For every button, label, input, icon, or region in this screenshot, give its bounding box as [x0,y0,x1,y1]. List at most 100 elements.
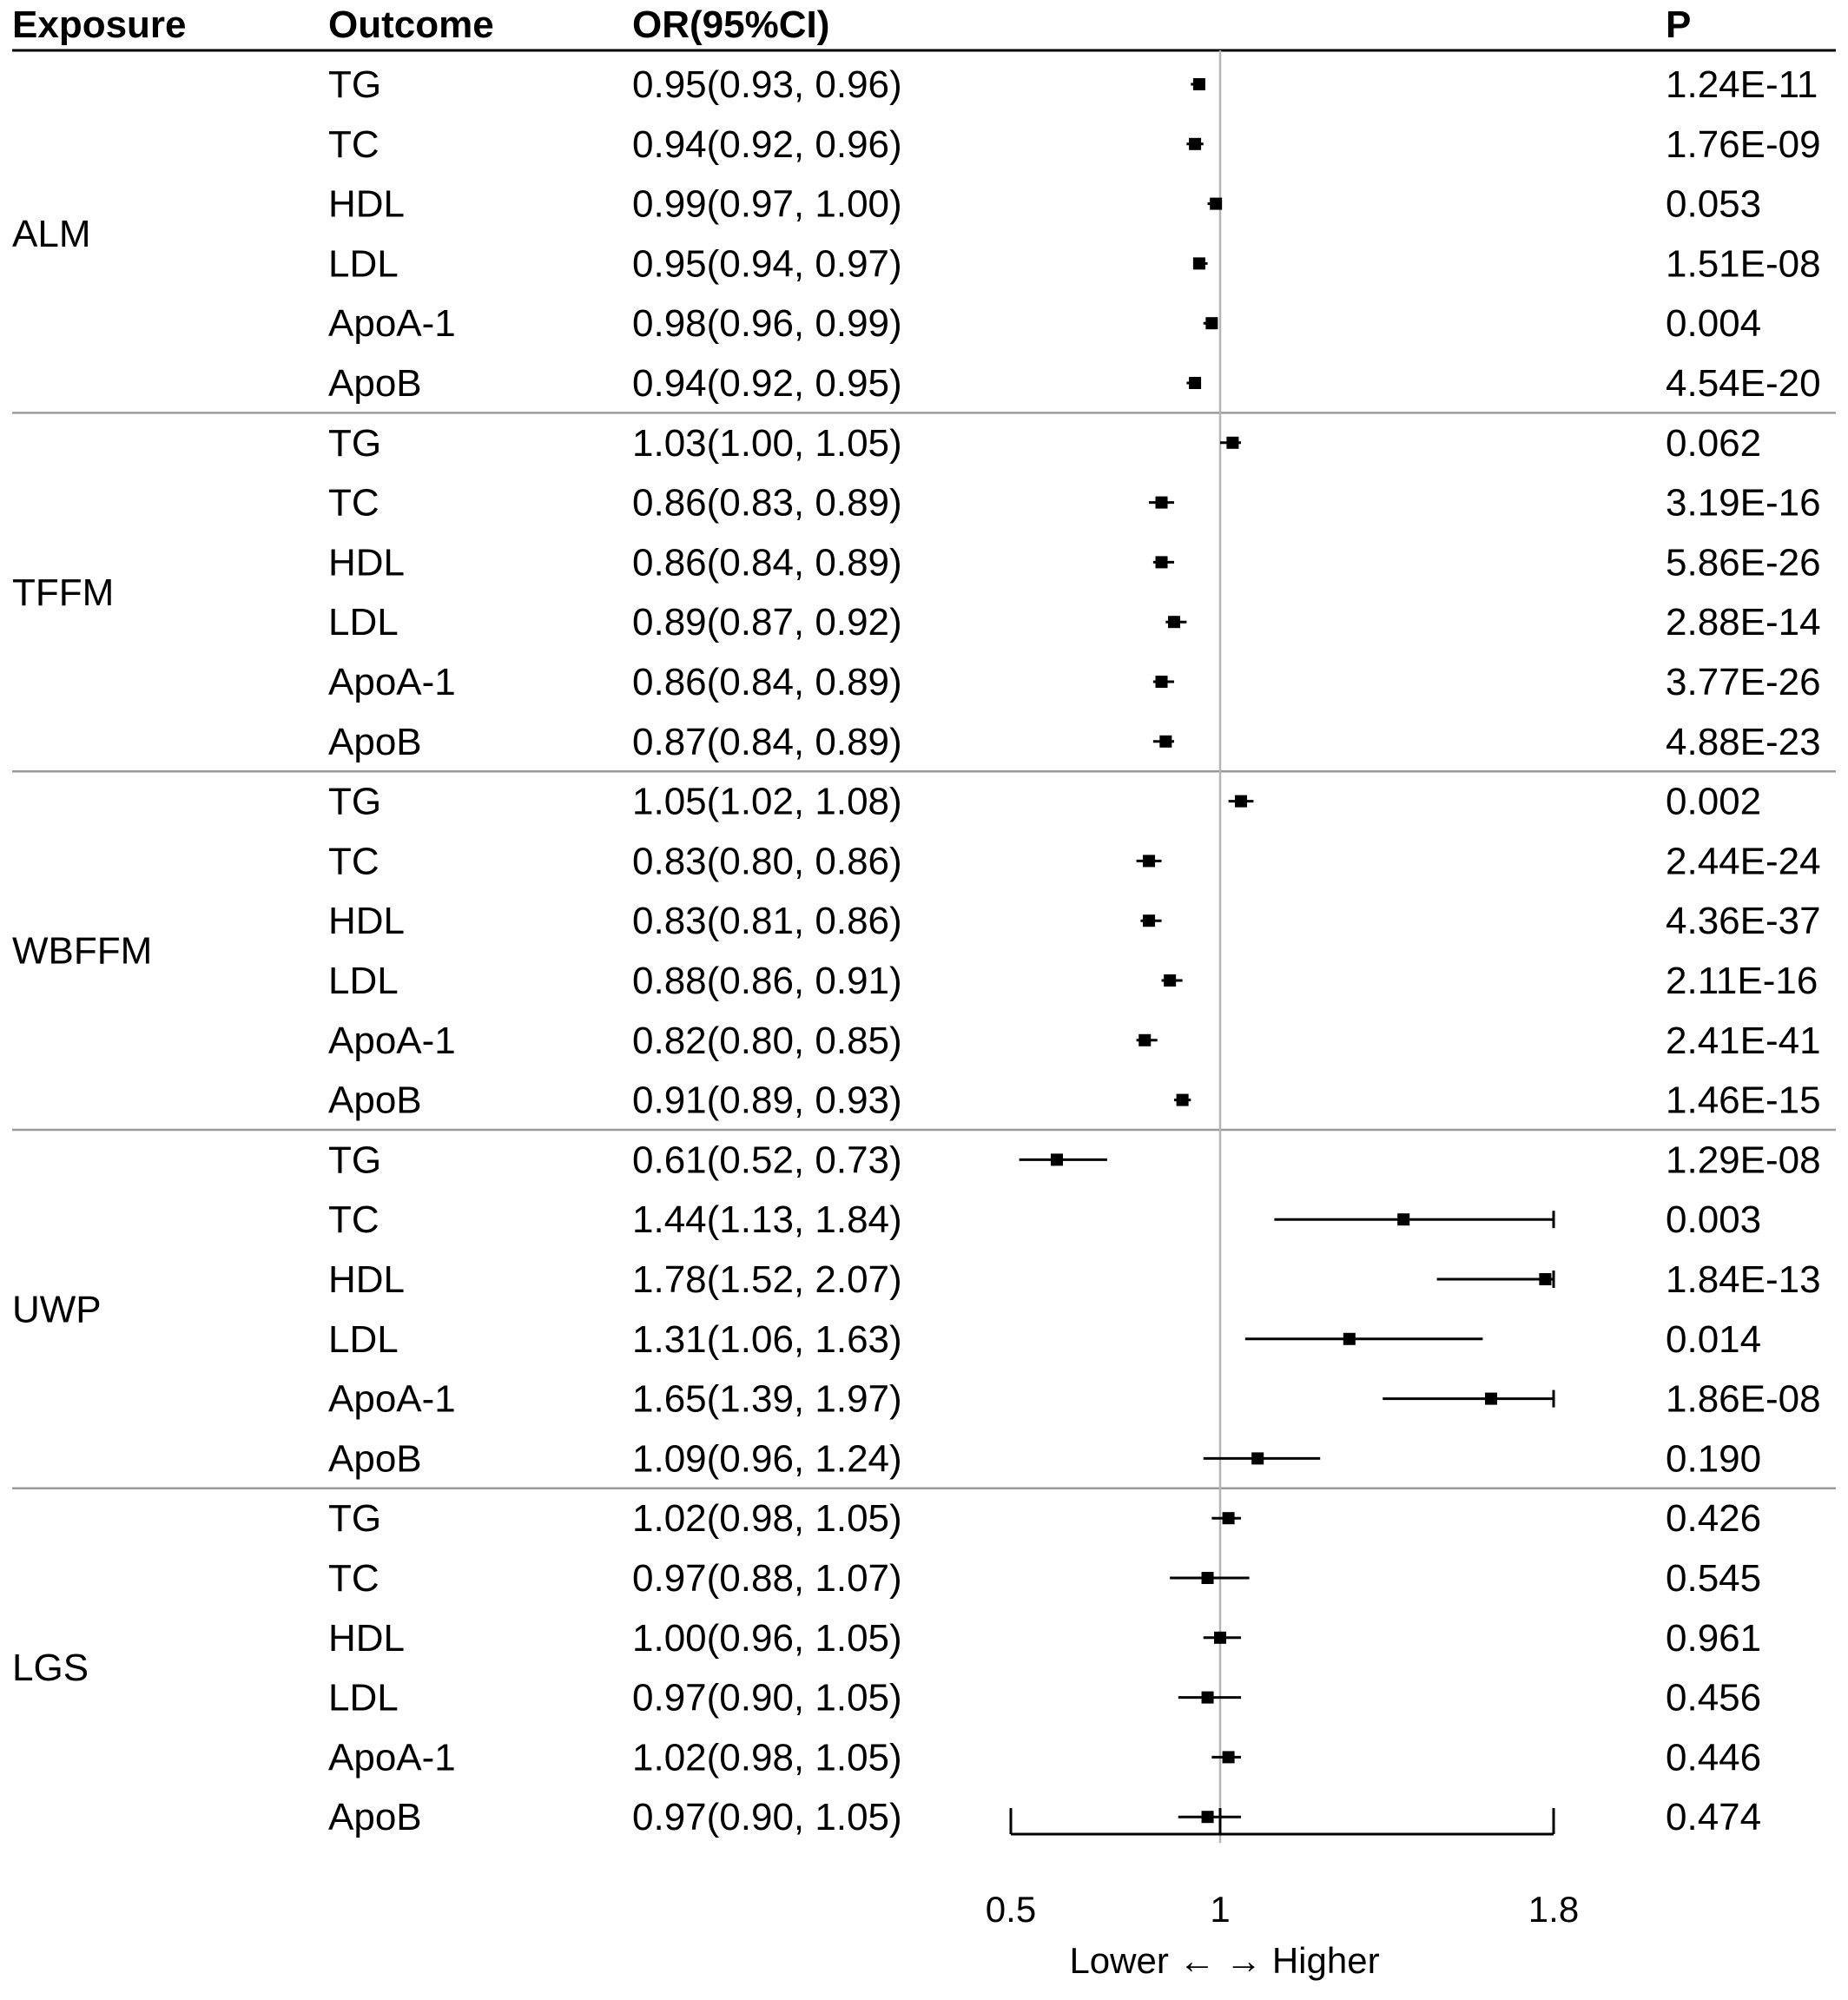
x-tick-label: 1 [1210,1889,1230,1930]
or-point [1159,735,1172,748]
or-ci-label: 1.02(0.98, 1.05) [632,1736,902,1779]
or-point [1214,1631,1226,1644]
or-point [1251,1452,1264,1465]
outcome-label: ApoB [328,1796,422,1838]
or-point [1164,974,1177,987]
or-point [1397,1213,1410,1226]
x-axis-label: Lower ← → Higher [1069,1940,1379,1981]
or-ci-label: 1.00(0.96, 1.05) [632,1617,902,1660]
or-point [1222,1751,1235,1764]
p-value-label: 0.002 [1666,781,1761,823]
p-value-label: 2.41E-41 [1666,1020,1821,1062]
or-point [1189,137,1202,150]
or-ci-label: 0.83(0.81, 0.86) [632,900,902,942]
or-ci-label: 1.03(1.00, 1.05) [632,422,902,465]
header-or-ci: OR(95%CI) [632,3,829,46]
or-ci-label: 0.99(0.97, 1.00) [632,183,902,226]
outcome-label: HDL [328,183,405,226]
p-value-label: 1.46E-15 [1666,1079,1821,1122]
or-ci-label: 0.91(0.89, 0.93) [632,1079,902,1122]
or-ci-label: 1.09(0.96, 1.24) [632,1437,902,1480]
p-value-label: 0.961 [1666,1617,1761,1660]
or-point [1192,257,1205,270]
header-outcome: Outcome [328,3,494,46]
outcome-label: ApoA-1 [328,1736,456,1779]
outcome-label: LDL [328,960,399,1002]
table-rows: TG 0.95(0.93, 0.96) 1.24E-11 TC 0.94(0.92, 0… [12,63,1836,1838]
p-value-label: 3.19E-16 [1666,482,1821,525]
exposure-label: WBFFM [12,930,152,973]
p-value-label: 5.86E-26 [1666,541,1821,584]
exposure-label: ALM [12,213,90,255]
p-value-label: 0.426 [1666,1497,1761,1540]
or-point [1143,914,1156,927]
or-point [1155,676,1168,688]
or-ci-label: 0.86(0.83, 0.89) [632,482,902,525]
outcome-label: ApoB [328,721,422,763]
x-tick-label: 1.8 [1528,1889,1579,1930]
p-value-label: 2.11E-16 [1666,960,1818,1002]
outcome-label: TC [328,1557,380,1600]
or-ci-label: 0.86(0.84, 0.89) [632,541,902,584]
outcome-label: ApoA-1 [328,1020,456,1062]
outcome-label: TG [328,63,381,106]
or-ci-label: 0.87(0.84, 0.89) [632,721,902,763]
p-value-label: 2.44E-24 [1666,840,1821,882]
outcome-label: HDL [328,900,405,942]
outcome-label: TC [328,482,380,525]
exposure-label: UWP [12,1288,102,1330]
outcome-label: TG [328,422,381,465]
header-exposure: Exposure [12,3,187,46]
outcome-label: TG [328,781,381,823]
or-point [1226,436,1239,449]
or-point [1539,1273,1552,1285]
outcome-label: TG [328,1139,381,1181]
or-point [1138,1033,1152,1046]
or-point [1210,197,1223,210]
or-point [1155,496,1168,509]
p-value-label: 0.474 [1666,1796,1761,1838]
or-ci-label: 0.86(0.84, 0.89) [632,661,902,703]
p-value-label: 0.053 [1666,183,1761,226]
or-ci-label: 0.82(0.80, 0.85) [632,1020,902,1062]
p-value-label: 0.545 [1666,1557,1761,1600]
or-point [1189,377,1202,389]
p-value-label: 1.29E-08 [1666,1139,1821,1181]
forest-marks [1019,50,1555,1844]
outcome-label: ApoA-1 [328,302,456,345]
x-axis: 0.5 1 1.8 Lower ← → Higher [986,1808,1579,1981]
p-value-label: 1.76E-09 [1666,123,1821,166]
or-ci-label: 1.31(1.06, 1.63) [632,1318,902,1361]
outcome-label: LDL [328,1318,399,1361]
or-ci-label: 0.97(0.90, 1.05) [632,1677,902,1719]
outcome-label: LDL [328,1677,399,1719]
or-point [1201,1811,1214,1824]
or-ci-label: 0.94(0.92, 0.95) [632,362,902,405]
exposure-label: LGS [12,1647,89,1689]
outcome-label: TC [328,123,380,166]
or-ci-label: 0.98(0.96, 0.99) [632,302,902,345]
p-value-label: 1.84E-13 [1666,1258,1821,1301]
or-point [1201,1691,1214,1704]
p-value-label: 0.014 [1666,1318,1761,1361]
p-value-label: 0.003 [1666,1198,1761,1241]
outcome-label: TG [328,1497,381,1540]
outcome-label: ApoA-1 [328,1378,456,1421]
p-value-label: 1.24E-11 [1666,63,1818,106]
p-value-label: 4.36E-37 [1666,900,1821,942]
or-point [1143,855,1156,868]
or-point [1222,1512,1235,1525]
or-ci-label: 1.65(1.39, 1.97) [632,1378,902,1421]
outcome-label: ApoB [328,1079,422,1122]
or-ci-label: 0.95(0.93, 0.96) [632,63,902,106]
or-point [1167,616,1180,629]
or-ci-label: 0.94(0.92, 0.96) [632,123,902,166]
outcome-label: ApoB [328,362,422,405]
p-value-label: 0.190 [1666,1437,1761,1480]
or-ci-label: 0.61(0.52, 0.73) [632,1139,902,1181]
p-value-label: 0.446 [1666,1736,1761,1779]
p-value-label: 4.88E-23 [1666,721,1821,763]
outcome-label: TC [328,840,380,882]
